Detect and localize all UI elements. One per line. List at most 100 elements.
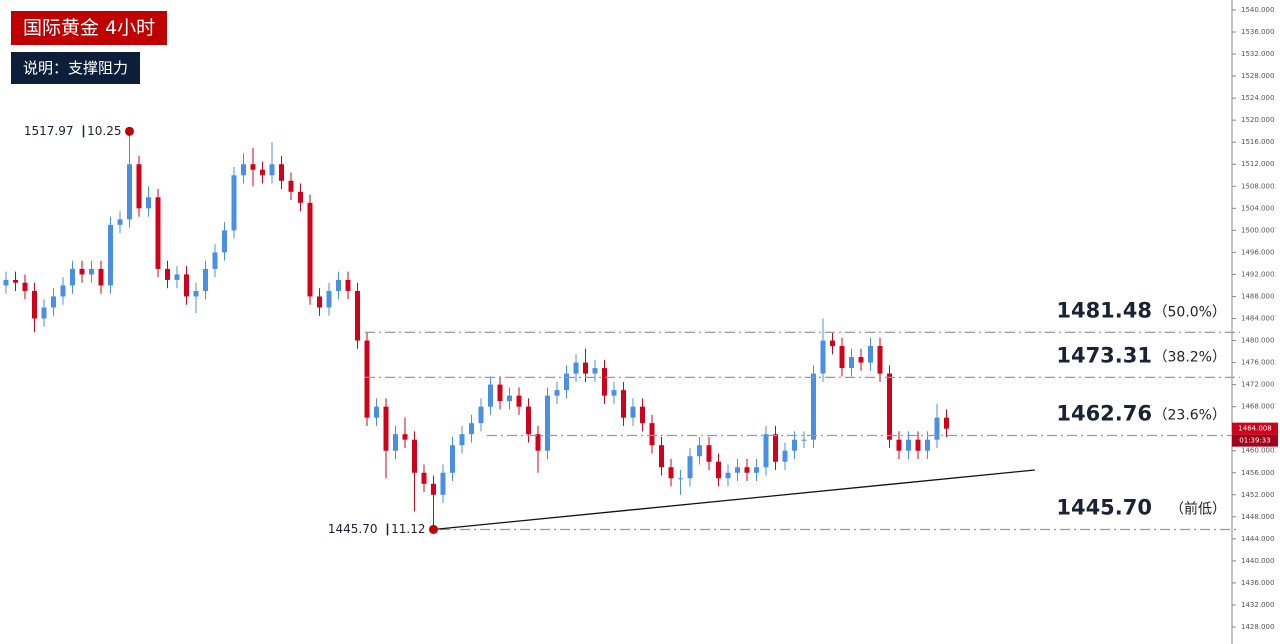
candle-body [478,406,484,424]
candle-body [744,467,750,473]
candle-body [136,164,142,209]
point-price: 1445.70 [328,522,378,536]
candle-body [298,191,303,203]
candle-body [184,274,189,297]
candle-body [421,472,427,484]
candle-body [820,340,826,374]
candle-body [725,472,731,479]
candle-body [488,384,493,407]
candle-body [915,439,921,451]
candle-body [203,268,208,291]
candle-body [231,175,237,231]
level-value: 1473.31 [1056,343,1152,367]
candle-body [592,368,598,374]
candle-body [849,357,854,369]
candle-body [70,268,75,286]
candle-body [839,346,845,369]
candle-body [364,340,370,418]
candle-body [877,346,883,374]
candle-body [564,373,569,391]
candle-body [307,202,313,297]
candle-body [516,395,522,407]
candle-body [545,395,550,451]
y-tick-label: 1440.000 [1241,557,1274,565]
candle-body [573,362,579,374]
y-tick-label: 1476.000 [1241,359,1274,367]
candle-body [801,439,807,441]
y-tick-label: 1468.000 [1241,403,1274,411]
y-tick-label: 1436.000 [1241,579,1274,587]
candle-body [896,439,902,451]
y-tick-label: 1496.000 [1241,248,1274,256]
candle-body [621,390,626,418]
candle-body [174,274,180,280]
candle-body [792,439,797,451]
candle-body [146,197,151,209]
y-tick-label: 1508.000 [1241,182,1274,190]
candle-body [279,164,284,181]
candle-body [260,169,265,176]
candle-body [374,406,379,418]
candle-body [108,224,113,286]
level-note: （38.2%） [1154,349,1226,365]
level-note: （50.0%） [1154,304,1226,320]
point-marker [125,126,134,136]
y-tick-label: 1520.000 [1241,116,1274,124]
candle-body [32,290,37,319]
y-tick-label: 1480.000 [1241,337,1274,345]
candle-body [98,268,104,286]
y-tick-label: 1512.000 [1241,160,1274,168]
candle-body [127,164,132,220]
candle-body [649,423,655,446]
y-tick-label: 1500.000 [1241,226,1274,234]
candle-body [735,467,740,473]
candle-body [497,384,503,402]
candle-body [165,268,170,280]
y-tick-label: 1492.000 [1241,270,1274,278]
price-tag: 1464.008 [1238,425,1271,433]
level-value: 1481.48 [1056,298,1152,322]
candle-body [583,362,588,374]
candle-body [763,434,769,468]
candle-body [241,164,246,176]
candle-body [383,406,389,451]
candle-body [193,290,199,297]
candle-body [811,373,816,440]
candle-body [288,180,294,192]
y-tick-label: 1532.000 [1241,50,1274,58]
point-bars: 10.25 [87,124,121,138]
candle-body [668,467,674,479]
candle-body [687,456,693,479]
candle-body [782,450,788,462]
candle-body [706,445,712,462]
candle-body [317,296,322,308]
candle-body [925,439,930,451]
y-tick-label: 1540.000 [1241,6,1274,14]
candle-body [830,340,835,347]
candle-body [212,252,218,269]
candle-body [222,230,227,253]
level-note: （23.6%） [1154,408,1226,424]
y-tick-label: 1444.000 [1241,535,1274,543]
candle-body [440,472,446,495]
y-tick-label: 1428.000 [1241,623,1274,631]
candle-body [22,282,28,291]
y-tick-label: 1488.000 [1241,292,1274,300]
candle-body [906,439,911,451]
y-tick-label: 1456.000 [1241,469,1274,477]
candle-body [887,373,892,440]
candle-body [602,368,607,396]
y-tick-label: 1460.000 [1241,447,1274,455]
candle-body [659,445,664,468]
candle-body [934,417,940,440]
candle-body [630,406,636,418]
candle-body [716,461,721,479]
countdown: 01:39:33 [1239,437,1270,445]
candle-body [469,423,474,435]
level-value: 1462.76 [1056,402,1152,426]
subtitle-box: 说明：支撑阻力 [11,52,141,84]
countdown-bg [1232,434,1278,447]
y-tick-label: 1448.000 [1241,513,1274,521]
candle-body [450,445,455,473]
